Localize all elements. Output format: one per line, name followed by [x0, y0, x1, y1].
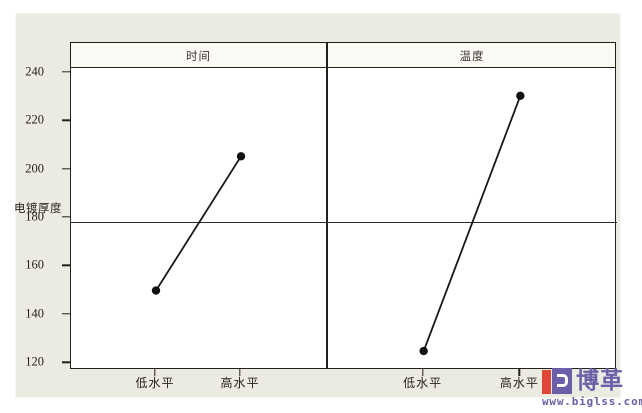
y-tick-mark	[62, 313, 70, 315]
x-tick-mark	[518, 369, 521, 376]
watermark-brand: 博革	[576, 368, 624, 394]
y-tick-label: 200	[25, 161, 44, 176]
logo-glyph-blue	[552, 368, 572, 394]
x-tick-mark	[154, 369, 156, 376]
series-line	[422, 95, 522, 352]
data-point-marker[interactable]	[151, 286, 161, 295]
watermark-url: www.biglss.com	[542, 395, 642, 408]
facet-strip-temperature: 温度	[459, 50, 485, 63]
x-tick-label: 高水平	[220, 376, 260, 390]
watermark: 博革 www.biglss.com	[536, 368, 642, 412]
x-tick-mark	[421, 369, 424, 376]
series-line	[155, 155, 242, 292]
y-tick-mark	[62, 119, 70, 121]
y-tick-label: 220	[25, 112, 44, 127]
reference-line	[71, 221, 617, 223]
data-point-marker[interactable]	[419, 346, 428, 356]
x-tick-label: 低水平	[403, 376, 443, 390]
y-tick-mark	[62, 167, 70, 170]
facet-strip-time: 时间	[186, 50, 211, 63]
x-tick-label: 高水平	[499, 376, 539, 390]
facet-strip-divider	[326, 43, 328, 68]
plot-body	[71, 68, 617, 368]
facet-divider	[326, 68, 328, 368]
y-tick-label: 180	[25, 209, 44, 224]
x-tick-mark	[239, 369, 241, 376]
y-tick-mark	[62, 361, 70, 363]
y-tick-label: 240	[25, 64, 44, 79]
watermark-row: 博革	[542, 368, 624, 394]
y-axis: 电镀厚度 120 140 160 180 200 220 240	[0, 0, 70, 413]
logo-icon	[542, 368, 572, 394]
y-axis-title: 电镀厚度	[14, 203, 62, 215]
series-layer	[151, 91, 525, 356]
facet-strip-band: 时间 温度	[71, 43, 615, 68]
y-tick-mark	[62, 216, 70, 218]
y-tick-label: 160	[25, 257, 44, 272]
data-point-marker[interactable]	[516, 91, 525, 101]
y-tick-mark	[62, 71, 70, 73]
logo-bar-red	[542, 370, 551, 394]
y-tick-mark	[62, 264, 70, 267]
x-tick-label: 低水平	[135, 376, 175, 390]
y-tick-label: 120	[25, 354, 44, 369]
plot-frame: 时间 温度	[70, 42, 617, 369]
data-point-marker[interactable]	[236, 152, 246, 161]
y-tick-label: 140	[25, 306, 44, 321]
